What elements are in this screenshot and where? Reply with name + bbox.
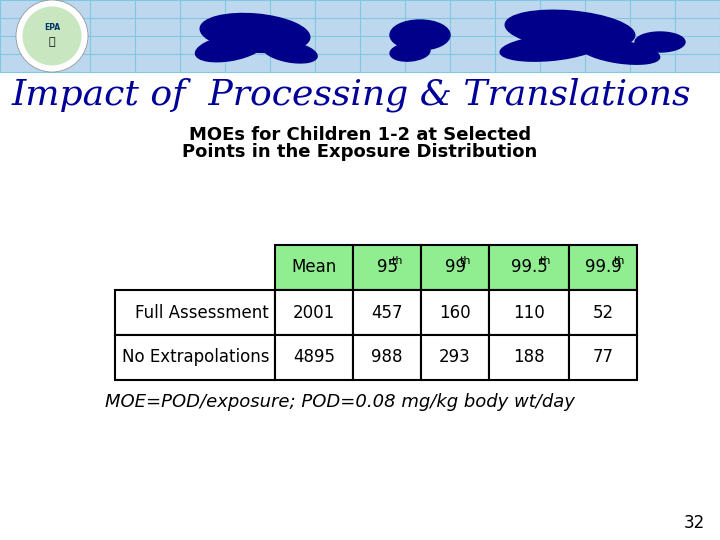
Bar <box>115 335 275 380</box>
Bar <box>275 335 353 380</box>
Bar <box>421 245 489 290</box>
Text: 77: 77 <box>593 348 613 367</box>
Bar <box>569 290 637 335</box>
Bar <box>489 290 569 335</box>
Text: MOEs for Children 1-2 at Selected: MOEs for Children 1-2 at Selected <box>189 126 531 144</box>
Text: 95: 95 <box>377 259 397 276</box>
Text: Mean: Mean <box>292 259 337 276</box>
Bar <box>275 290 353 335</box>
Ellipse shape <box>580 40 660 64</box>
Text: 52: 52 <box>593 303 613 321</box>
Ellipse shape <box>390 43 430 61</box>
Circle shape <box>22 6 81 65</box>
Text: 2001: 2001 <box>293 303 335 321</box>
Bar <box>421 335 489 380</box>
Text: MOE=POD/exposure; POD=0.08 mg/kg body wt/day: MOE=POD/exposure; POD=0.08 mg/kg body wt… <box>105 393 575 411</box>
Ellipse shape <box>390 20 450 50</box>
Bar <box>569 335 637 380</box>
Circle shape <box>16 0 88 72</box>
Text: 99.9: 99.9 <box>585 259 621 276</box>
Text: Impact of  Processing & Translations: Impact of Processing & Translations <box>12 78 691 112</box>
Bar <box>489 335 569 380</box>
Bar <box>275 245 353 290</box>
Text: 99: 99 <box>444 259 466 276</box>
Text: No Extrapolations: No Extrapolations <box>122 348 269 367</box>
Ellipse shape <box>635 32 685 52</box>
Text: 188: 188 <box>513 348 545 367</box>
Text: 110: 110 <box>513 303 545 321</box>
Text: th: th <box>614 255 626 266</box>
Text: th: th <box>392 255 403 266</box>
Bar <box>569 245 637 290</box>
Ellipse shape <box>200 14 310 52</box>
Text: EPA: EPA <box>44 24 60 32</box>
Ellipse shape <box>505 10 635 50</box>
Bar <box>421 290 489 335</box>
Text: 293: 293 <box>439 348 471 367</box>
Text: 4895: 4895 <box>293 348 335 367</box>
Bar <box>353 245 421 290</box>
Text: Full Assessment: Full Assessment <box>135 303 269 321</box>
Text: th: th <box>459 255 471 266</box>
Text: 457: 457 <box>372 303 402 321</box>
Ellipse shape <box>195 34 264 62</box>
Bar <box>353 290 421 335</box>
Bar <box>489 245 569 290</box>
Text: th: th <box>540 255 552 266</box>
Text: 🌿: 🌿 <box>49 37 55 47</box>
Text: Points in the Exposure Distribution: Points in the Exposure Distribution <box>182 143 538 161</box>
Text: 99.5: 99.5 <box>510 259 547 276</box>
Text: 160: 160 <box>439 303 471 321</box>
FancyBboxPatch shape <box>0 0 720 72</box>
Bar <box>353 335 421 380</box>
Text: 32: 32 <box>684 514 705 532</box>
Text: 988: 988 <box>372 348 402 367</box>
Ellipse shape <box>500 35 600 61</box>
Bar <box>115 290 275 335</box>
Ellipse shape <box>263 41 317 63</box>
